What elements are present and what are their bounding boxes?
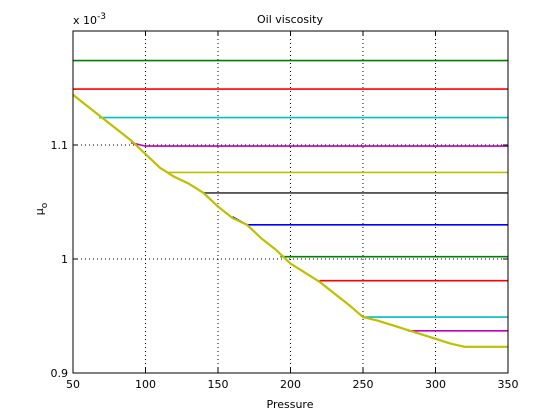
x-tick-label: 100 — [135, 378, 156, 391]
y-axis-label-main: μ — [33, 208, 46, 215]
x-tick-label: 300 — [425, 378, 446, 391]
x-tick-label: 250 — [353, 378, 374, 391]
x-axis-label: Pressure — [267, 398, 314, 411]
y-tick-label: 1.1 — [51, 139, 69, 152]
x-tick-label: 200 — [280, 378, 301, 391]
tick-labels: 50 100 150 200 250 300 350 0.9 1 1.1 — [51, 139, 519, 391]
y-axis-label: μo — [33, 202, 50, 215]
ticks — [72, 31, 509, 374]
y-tick-label: 0.9 — [51, 367, 69, 380]
series-group — [72, 59, 508, 348]
series-line-12 — [72, 93, 508, 348]
x-tick-label: 350 — [498, 378, 519, 391]
x-tick-label: 50 — [66, 378, 80, 391]
x-tick-label: 150 — [208, 378, 229, 391]
chart-title: Oil viscosity — [257, 13, 323, 26]
plot-area — [73, 31, 508, 373]
y-multiplier: x 10-3 — [73, 12, 106, 27]
y-multiplier-exponent: -3 — [97, 12, 106, 22]
y-multiplier-base: x 10 — [73, 14, 97, 27]
y-tick-label: 1 — [61, 253, 68, 266]
y-axis-label-sub: o — [40, 202, 50, 208]
